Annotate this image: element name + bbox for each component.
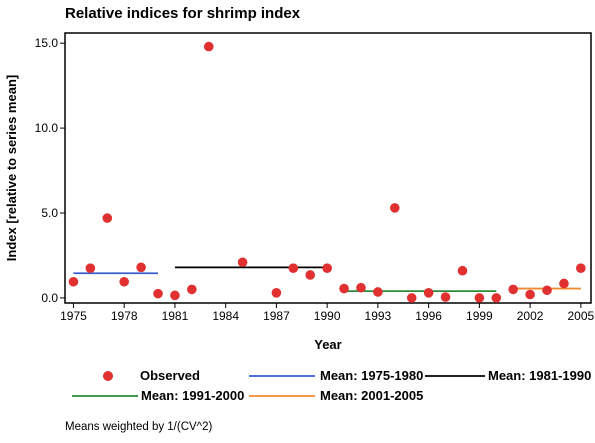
observed-point [406,293,417,303]
x-tick-label: 1993 [365,309,392,323]
x-tick-label: 2002 [517,309,544,323]
legend: Observed Mean: 1975-1980 Mean: 1981-1990 Me… [72,368,591,403]
x-tick-label: 1975 [60,309,87,323]
y-tick-label: 5.0 [41,206,58,220]
x-tick-label: 2005 [568,309,595,323]
observed-point [508,284,518,295]
observed-point [491,293,502,303]
observed-point [339,283,349,294]
observed-point [305,270,316,280]
legend-label: Mean: 1981-1990 [488,368,591,383]
observed-point [85,263,96,273]
legend-label: Mean: 1991-2000 [141,388,244,403]
chart-title: Relative indices for shrimp index [65,5,301,22]
observed-point [288,263,299,273]
x-axis-label: Year [314,337,341,352]
x-tick-label: 1990 [314,309,341,323]
observed-point [423,288,434,298]
observed-point [119,276,129,287]
observed-point [559,278,569,289]
legend-marker-observed [103,371,113,381]
y-axis-label: Index [relative to series mean] [4,75,19,261]
observed-point [576,263,586,273]
plot-frame [64,32,592,304]
footnote: Means weighted by 1/(CV^2) [65,421,212,433]
observed-point [322,263,332,273]
legend-label-observed: Observed [140,368,200,383]
observed-point [525,289,535,300]
observed-point [203,41,214,52]
observed-point [356,282,366,293]
observed-point [440,292,451,302]
x-axis: 1975 1978 1981 1984 1987 1990 1993 1996 1999 2002… [60,303,595,323]
y-tick-label: 10.0 [35,121,59,135]
observed-point [153,288,163,299]
y-axis: 0.0 5.0 10.0 15.0 [35,36,65,305]
y-tick-label: 0.0 [41,291,58,305]
legend-label: Mean: 2001-2005 [320,388,423,403]
observed-point [474,293,485,303]
x-tick-label: 1987 [263,309,290,323]
observed-point [457,265,468,276]
observed-point [542,285,552,296]
observed-point [187,284,197,295]
observed-point [68,276,79,287]
x-tick-label: 1984 [212,309,239,323]
observed-point [136,262,146,273]
observed-point [102,213,113,223]
x-tick-label: 1981 [162,309,189,323]
legend-label: Mean: 1975-1980 [320,368,423,383]
observed-point [271,288,282,298]
observed-point [373,287,383,297]
plot-marks [68,41,586,303]
x-tick-label: 1978 [111,309,138,323]
x-tick-label: 1996 [415,309,442,323]
x-tick-label: 1999 [466,309,493,323]
y-tick-label: 15.0 [35,36,59,50]
observed-point [390,203,400,213]
observed-point [170,290,180,301]
observed-point [237,257,248,268]
